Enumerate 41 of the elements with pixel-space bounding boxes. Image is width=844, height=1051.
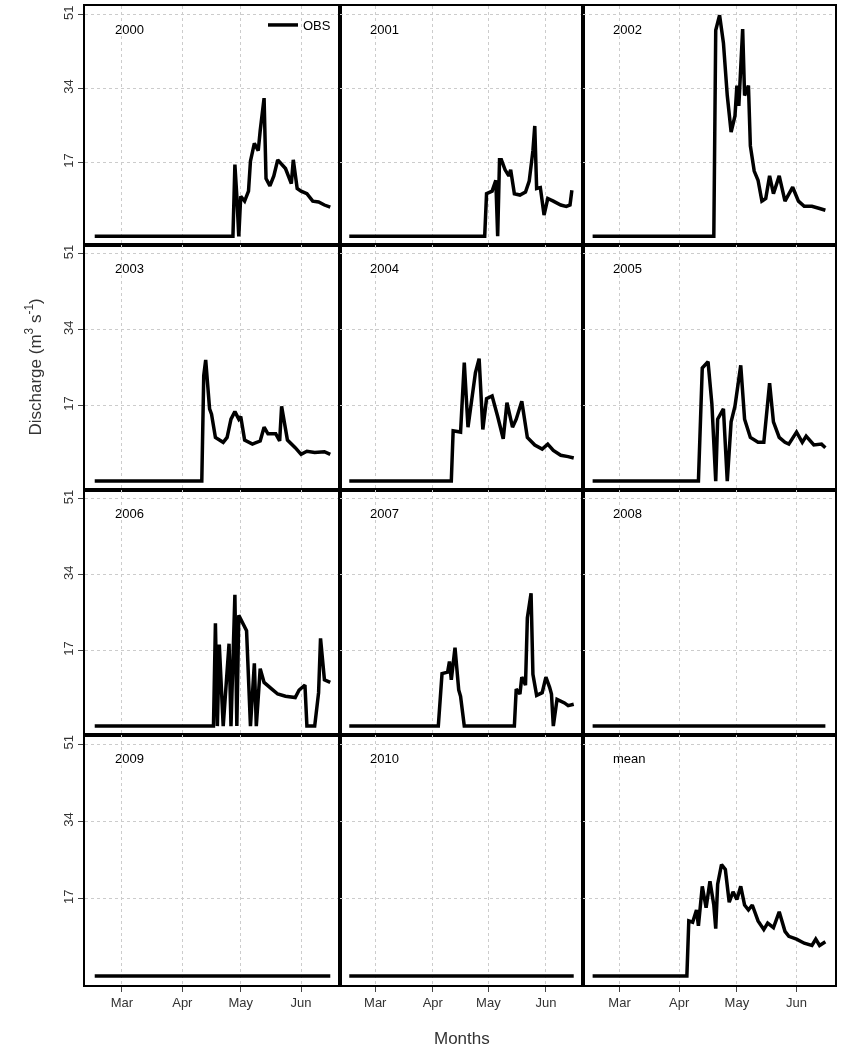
text: 2007 xyxy=(370,506,399,521)
y-tick-label: 34 xyxy=(61,320,77,335)
text: 2004 xyxy=(370,261,399,276)
text: 2005 xyxy=(613,261,642,276)
text: 2001 xyxy=(370,22,399,37)
x-tick-label: Mar xyxy=(110,995,134,1011)
x-tick-label: Jun xyxy=(786,995,808,1011)
line-series xyxy=(92,96,333,239)
line-series xyxy=(92,358,333,483)
x-tick-label: May xyxy=(476,995,502,1011)
text: 2002 xyxy=(613,22,642,37)
y-tick-label: 17 xyxy=(61,396,77,411)
y-tick-label: 51 xyxy=(61,734,77,750)
x-tick-label: May xyxy=(724,995,750,1011)
x-tick-label: Mar xyxy=(364,995,388,1011)
y-tick-label: 51 xyxy=(61,5,77,20)
y-tick-label: 17 xyxy=(61,153,77,168)
text: 2000 xyxy=(115,22,144,37)
y-tick-label: 51 xyxy=(61,244,77,260)
y-tick-label: 17 xyxy=(61,889,77,904)
y-tick-label: 17 xyxy=(61,641,77,656)
text: 2008 xyxy=(613,506,642,521)
x-tick-label: Apr xyxy=(669,995,690,1011)
x-tick-label: May xyxy=(228,995,254,1011)
y-tick-label: 34 xyxy=(61,812,77,827)
x-tick-label: Apr xyxy=(172,995,194,1011)
y-tick-label: 34 xyxy=(61,79,77,94)
text: 2009 xyxy=(115,751,144,766)
x-tick-label: Apr xyxy=(422,995,444,1011)
y-tick-label: 34 xyxy=(61,565,77,580)
line-series xyxy=(92,592,333,728)
y-tick-label: 51 xyxy=(61,489,77,505)
text: mean xyxy=(613,751,646,766)
text: 2010 xyxy=(370,751,399,766)
legend-label: OBS xyxy=(303,18,331,34)
text: 2003 xyxy=(115,261,144,276)
x-tick-label: Jun xyxy=(535,995,557,1011)
text: 2006 xyxy=(115,506,144,521)
x-axis-title: Months xyxy=(434,1029,490,1048)
x-tick-label: Mar xyxy=(608,995,632,1011)
x-tick-label: Jun xyxy=(290,995,312,1011)
